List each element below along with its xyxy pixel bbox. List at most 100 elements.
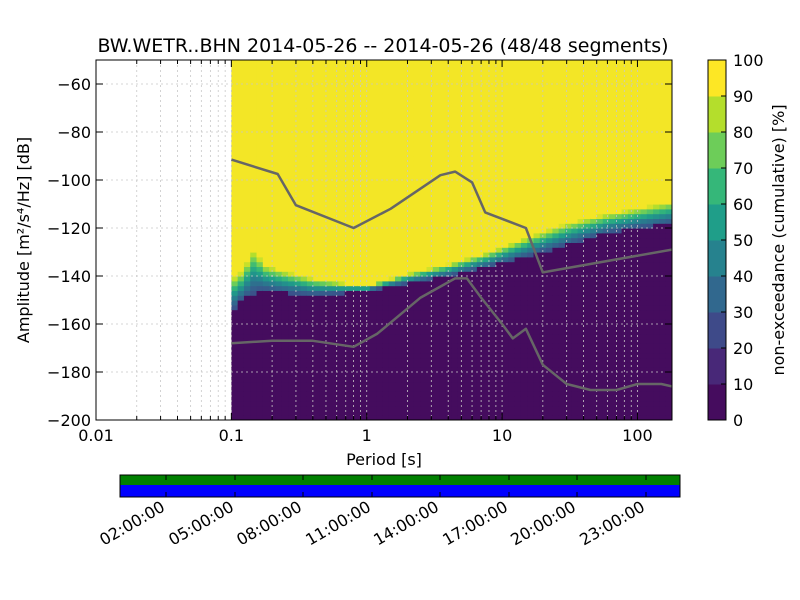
heatmap-cell xyxy=(621,266,629,272)
heatmap-cell xyxy=(269,156,277,162)
heatmap-cell xyxy=(533,151,541,157)
heatmap-cell xyxy=(470,357,478,363)
heatmap-cell xyxy=(590,204,598,210)
heatmap-cell xyxy=(558,242,566,248)
heatmap-cell xyxy=(615,285,623,291)
heatmap-cell xyxy=(520,199,528,205)
heatmap-cell xyxy=(275,108,283,114)
heatmap-cell xyxy=(300,367,308,373)
heatmap-cell xyxy=(388,74,396,80)
heatmap-cell xyxy=(256,204,264,210)
heatmap-cell xyxy=(332,415,339,420)
heatmap-cell xyxy=(470,93,478,99)
heatmap-cell xyxy=(395,108,402,114)
heatmap-cell xyxy=(634,170,642,176)
heatmap-cell xyxy=(476,208,484,215)
heatmap-cell xyxy=(332,372,339,378)
heatmap-cell xyxy=(407,112,415,119)
heatmap-cell xyxy=(350,199,358,205)
heatmap-cell xyxy=(533,237,541,243)
heatmap-cell xyxy=(332,84,339,90)
heatmap-cell xyxy=(577,372,585,378)
heatmap-cell xyxy=(420,223,428,229)
heatmap-cell xyxy=(464,386,472,392)
heatmap-cell xyxy=(237,415,245,420)
heatmap-cell xyxy=(395,338,402,344)
heatmap-cell xyxy=(344,199,352,205)
heatmap-cell xyxy=(243,98,251,104)
heatmap-cell xyxy=(646,410,654,416)
heatmap-cell xyxy=(288,266,295,272)
heatmap-cell xyxy=(602,338,610,344)
heatmap-cell xyxy=(306,276,314,282)
heatmap-cell xyxy=(640,180,648,186)
heatmap-cell xyxy=(413,386,421,392)
heatmap-cell xyxy=(571,319,579,325)
heatmap-cell xyxy=(457,189,465,195)
heatmap-cell xyxy=(489,228,497,234)
heatmap-cell xyxy=(344,69,352,75)
heatmap-cell xyxy=(262,290,270,296)
heatmap-cell xyxy=(583,271,591,277)
heatmap-cell xyxy=(583,112,591,119)
heatmap-cell xyxy=(256,381,264,387)
heatmap-cell xyxy=(571,84,579,90)
heatmap-cell xyxy=(332,324,339,330)
heatmap-cell xyxy=(514,146,522,152)
heatmap-cell xyxy=(552,189,560,195)
heatmap-cell xyxy=(300,64,308,71)
heatmap-cell xyxy=(546,170,553,176)
heatmap-cell xyxy=(256,367,264,373)
heatmap-cell xyxy=(451,103,459,109)
heatmap-cell xyxy=(369,184,377,191)
heatmap-cell xyxy=(250,141,258,147)
heatmap-cell xyxy=(514,79,522,85)
heatmap-cell xyxy=(583,228,591,234)
heatmap-cell xyxy=(439,146,446,152)
heatmap-cell xyxy=(432,69,440,75)
heatmap-cell xyxy=(294,314,302,320)
heatmap-cell xyxy=(470,348,478,354)
heatmap-cell xyxy=(615,165,623,171)
heatmap-cell xyxy=(407,247,415,253)
heatmap-cell xyxy=(281,98,289,104)
heatmap-cell xyxy=(294,156,302,162)
heatmap-cell xyxy=(262,252,270,258)
heatmap-cell xyxy=(533,372,541,378)
heatmap-cell xyxy=(376,122,384,128)
heatmap-cell xyxy=(237,328,245,335)
heatmap-cell xyxy=(357,295,365,301)
heatmap-cell xyxy=(646,400,654,407)
heatmap-cell xyxy=(514,415,522,420)
heatmap-cell xyxy=(520,400,528,407)
heatmap-cell xyxy=(407,271,415,277)
heatmap-cell xyxy=(357,194,365,200)
heatmap-cell xyxy=(338,396,346,402)
heatmap-cell xyxy=(363,256,371,263)
heatmap-cell xyxy=(250,218,258,224)
heatmap-cell xyxy=(539,136,547,143)
heatmap-cell xyxy=(439,242,446,248)
heatmap-cell xyxy=(344,314,352,320)
heatmap-cell xyxy=(495,367,503,373)
heatmap-cell xyxy=(577,93,585,99)
heatmap-cell xyxy=(288,362,295,368)
heatmap-cell xyxy=(256,391,264,397)
heatmap-cell xyxy=(552,352,560,359)
heatmap-cell xyxy=(514,237,522,243)
heatmap-cell xyxy=(476,348,484,354)
heatmap-cell xyxy=(615,319,623,325)
heatmap-cell xyxy=(546,396,553,402)
heatmap-cell xyxy=(231,300,239,306)
heatmap-cell xyxy=(470,122,478,128)
heatmap-cell xyxy=(413,247,421,253)
heatmap-cell xyxy=(325,386,333,392)
heatmap-cell xyxy=(294,218,302,224)
heatmap-cell xyxy=(646,338,654,344)
heatmap-cell xyxy=(558,348,566,354)
heatmap-cell xyxy=(382,304,390,311)
heatmap-cell xyxy=(281,386,289,392)
heatmap-cell xyxy=(395,252,402,258)
heatmap-cell xyxy=(325,309,333,315)
heatmap-cell xyxy=(237,247,245,253)
